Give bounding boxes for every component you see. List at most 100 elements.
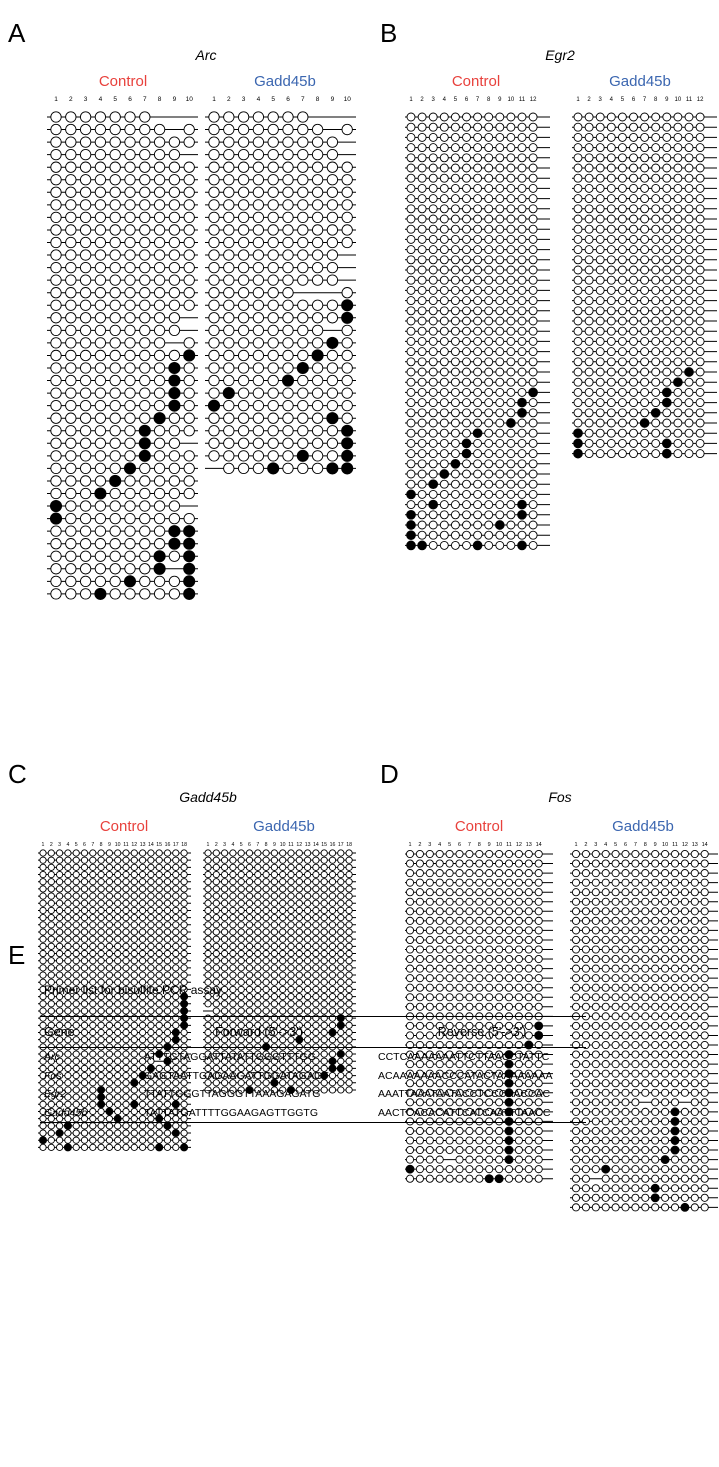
unmethylated-cpg (50, 563, 62, 575)
unmethylated-cpg (439, 183, 449, 193)
unmethylated-cpg (341, 287, 353, 299)
unmethylated-cpg (621, 935, 630, 945)
unmethylated-cpg (65, 186, 77, 198)
unmethylated-cpg (97, 971, 105, 979)
unmethylated-cpg (506, 163, 516, 173)
unmethylated-cpg (524, 945, 533, 954)
unmethylated-cpg (139, 921, 147, 929)
unmethylated-cpg (223, 123, 235, 136)
clone-row (47, 587, 198, 600)
clone-row (47, 575, 198, 588)
unmethylated-cpg (147, 1000, 155, 1008)
unmethylated-cpg (312, 978, 320, 986)
unmethylated-cpg (405, 935, 415, 945)
unmethylated-cpg (670, 935, 680, 945)
unmethylated-cpg (484, 183, 494, 193)
unmethylated-cpg (684, 377, 694, 387)
unmethylated-cpg (50, 475, 62, 487)
unmethylated-cpg (221, 1050, 229, 1058)
unmethylated-cpg (47, 892, 55, 900)
unmethylated-cpg (595, 255, 605, 265)
unmethylated-cpg (617, 347, 627, 357)
unmethylated-cpg (304, 870, 312, 879)
unmethylated-cpg (279, 1000, 287, 1008)
unmethylated-cpg (473, 520, 483, 530)
unmethylated-cpg (617, 326, 627, 336)
unmethylated-cpg (345, 949, 353, 958)
unmethylated-cpg (163, 870, 172, 879)
unmethylated-cpg (279, 870, 287, 879)
unmethylated-cpg (428, 296, 438, 306)
unmethylated-cpg (606, 418, 616, 428)
unmethylated-cpg (517, 234, 527, 244)
unmethylated-cpg (495, 214, 505, 224)
unmethylated-cpg (670, 878, 680, 887)
unmethylated-cpg (65, 261, 77, 274)
clone-row (405, 878, 553, 887)
unmethylated-cpg (50, 487, 62, 500)
unmethylated-cpg (168, 575, 181, 587)
unmethylated-cpg (94, 224, 107, 236)
unmethylated-cpg (237, 362, 250, 374)
unmethylated-cpg (417, 214, 427, 224)
unmethylated-cpg (661, 1069, 670, 1078)
unmethylated-cpg (295, 1071, 303, 1080)
unmethylated-cpg (168, 412, 181, 424)
unmethylated-cpg (326, 199, 339, 211)
unmethylated-cpg (417, 357, 427, 367)
site-number: 1 (409, 97, 413, 103)
unmethylated-cpg (601, 869, 610, 878)
clone-row (405, 285, 550, 295)
unmethylated-cpg (684, 449, 694, 459)
unmethylated-cpg (406, 194, 416, 204)
unmethylated-cpg (237, 849, 245, 857)
unmethylated-cpg (450, 173, 460, 183)
unmethylated-cpg (450, 245, 460, 255)
unmethylated-cpg (65, 123, 77, 136)
unmethylated-cpg (47, 1093, 55, 1101)
forward-primer-cell: TATTATGATTTTGGAAGAGTTGGTG (140, 1103, 374, 1123)
unmethylated-cpg (651, 285, 661, 295)
unmethylated-cpg (641, 1021, 650, 1030)
clone-row (205, 361, 356, 375)
unmethylated-cpg (417, 336, 427, 346)
unmethylated-cpg (428, 357, 438, 367)
unmethylated-cpg (80, 1007, 89, 1015)
unmethylated-cpg (495, 438, 505, 448)
unmethylated-cpg (495, 408, 505, 418)
unmethylated-cpg (223, 236, 235, 249)
unmethylated-cpg (573, 265, 583, 275)
methylated-cpg (341, 424, 354, 437)
unmethylated-cpg (168, 186, 181, 198)
unmethylated-cpg (517, 296, 527, 306)
unmethylated-cpg (279, 942, 287, 950)
unmethylated-cpg (254, 885, 262, 893)
unmethylated-cpg (573, 296, 583, 306)
unmethylated-cpg (462, 306, 471, 316)
unmethylated-cpg (89, 856, 97, 864)
unmethylated-cpg (417, 326, 427, 336)
clone-row (47, 399, 198, 412)
unmethylated-cpg (212, 1071, 220, 1080)
unmethylated-cpg (122, 957, 130, 965)
unmethylated-cpg (320, 1079, 328, 1087)
unmethylated-cpg (50, 274, 62, 286)
unmethylated-cpg (640, 438, 650, 448)
unmethylated-cpg (109, 525, 121, 537)
unmethylated-cpg (64, 1007, 72, 1015)
unmethylated-cpg (435, 916, 444, 925)
unmethylated-cpg (168, 487, 181, 500)
unmethylated-cpg (439, 387, 449, 397)
unmethylated-cpg (484, 398, 494, 408)
unmethylated-cpg (473, 530, 483, 540)
unmethylated-cpg (406, 255, 416, 265)
unmethylated-cpg (212, 1007, 220, 1015)
unmethylated-cpg (700, 869, 709, 878)
unmethylated-cpg (208, 337, 220, 349)
unmethylated-cpg (611, 974, 620, 983)
unmethylated-cpg (417, 520, 427, 530)
unmethylated-cpg (311, 412, 324, 424)
methylated-cpg (153, 412, 166, 425)
unmethylated-cpg (55, 1122, 64, 1130)
unmethylated-cpg (495, 296, 505, 306)
